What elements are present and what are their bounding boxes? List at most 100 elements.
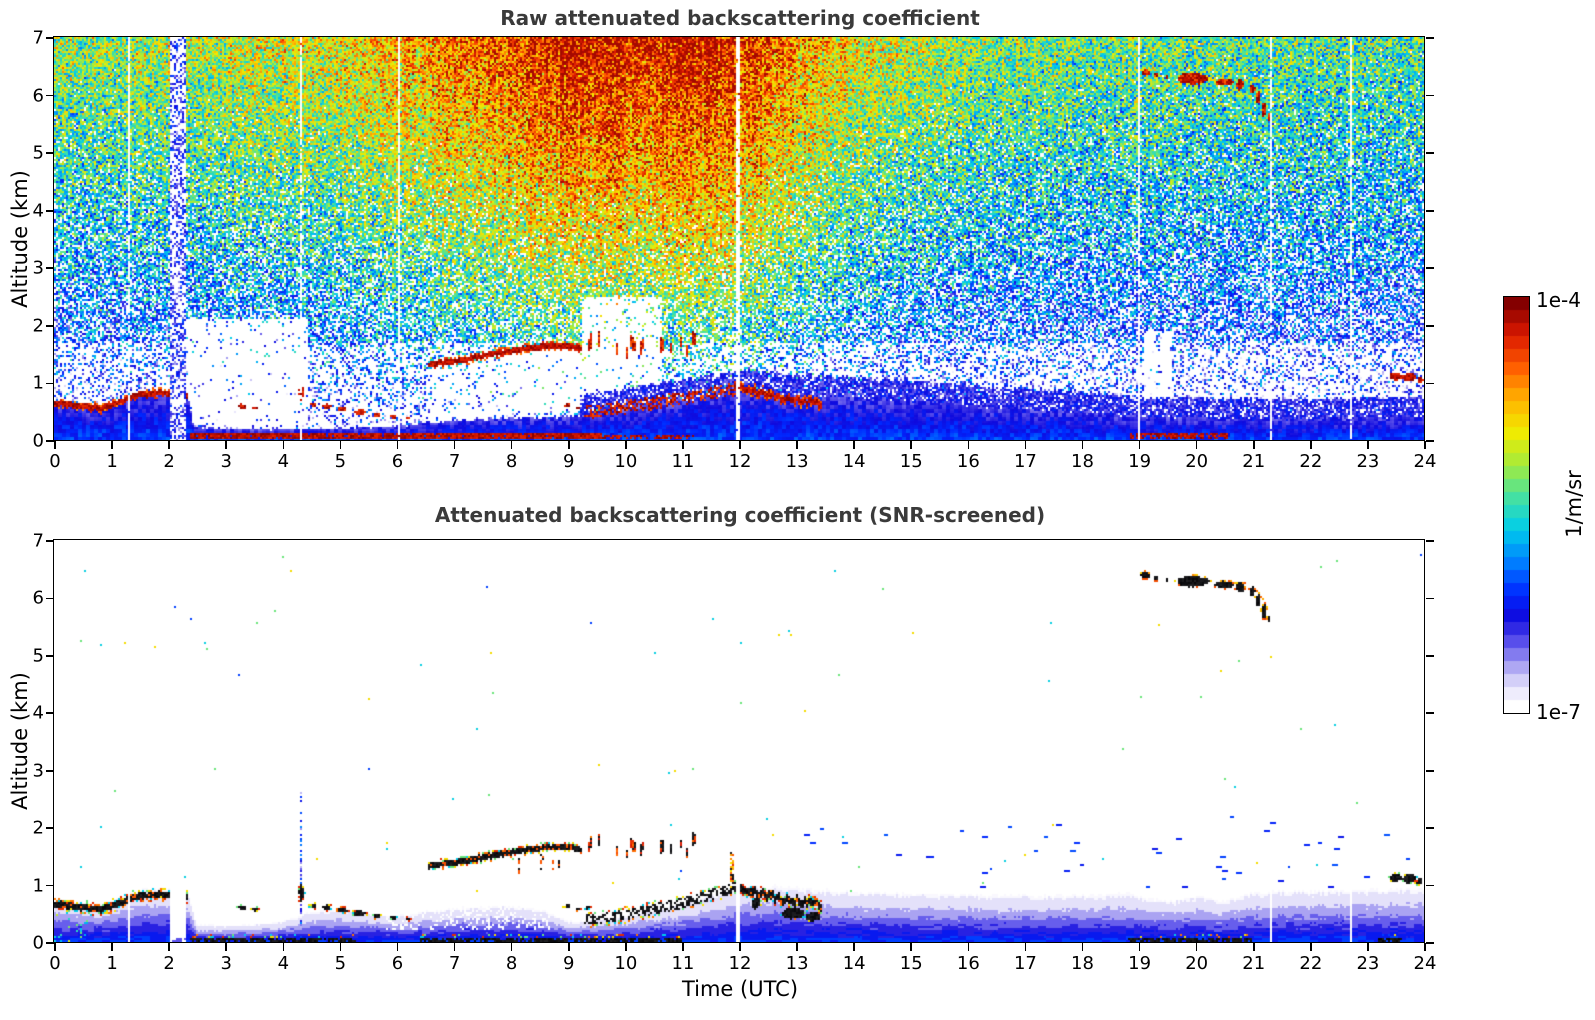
y-tick-label: 4 — [32, 200, 44, 222]
y-tick-label: 2 — [32, 315, 44, 337]
x-tick-label: 20 — [1185, 953, 1209, 974]
raw-panel-title: Raw attenuated backscattering coefficien… — [500, 6, 980, 30]
x-tick — [1424, 441, 1426, 449]
y-tick — [46, 440, 54, 442]
x-tick — [168, 943, 170, 951]
colorbar-unit-label: 1/m/sr — [1562, 470, 1586, 538]
x-tick-label: 10 — [614, 953, 638, 974]
x-tick-label: 0 — [49, 953, 61, 974]
y-tick-right — [1426, 37, 1434, 39]
x-tick-label: 23 — [1356, 953, 1380, 974]
x-tick-label: 22 — [1299, 953, 1323, 974]
x-tick-label: 18 — [1071, 451, 1094, 472]
y-tick-right — [1426, 152, 1434, 154]
x-tick-label: 17 — [1013, 953, 1037, 974]
x-tick — [1024, 441, 1027, 449]
x-tick — [682, 441, 684, 449]
y-tick-label: 1 — [32, 372, 44, 394]
x-tick-label: 8 — [505, 953, 518, 974]
y-tick-label: 3 — [32, 257, 44, 279]
x-tick-label: 0 — [49, 451, 61, 472]
x-tick — [1138, 441, 1141, 449]
x-tick-label: 19 — [1128, 451, 1152, 472]
raw-backscatter-heatmap-canvas — [54, 37, 1424, 440]
x-tick — [453, 441, 456, 449]
x-tick-label: 9 — [563, 953, 575, 974]
x-tick — [1252, 441, 1255, 449]
y-tick — [46, 267, 54, 270]
y-tick-right — [1426, 712, 1434, 715]
x-tick — [1424, 943, 1426, 951]
y-tick — [46, 37, 54, 39]
x-tick-label: 6 — [391, 451, 404, 472]
y-tick-right — [1426, 942, 1434, 944]
x-tick-label: 1 — [106, 451, 118, 472]
x-tick-label: 21 — [1242, 953, 1266, 974]
x-tick-label: 13 — [785, 953, 809, 974]
x-tick — [225, 943, 228, 951]
raw-panel-ylabel: Altitude (km) — [8, 170, 32, 308]
y-tick — [46, 827, 54, 829]
x-tick — [1195, 441, 1198, 449]
raw-panel-plot-area — [53, 36, 1425, 441]
x-tick — [111, 441, 113, 449]
y-tick-right — [1426, 540, 1434, 542]
x-tick-label: 4 — [277, 451, 290, 472]
x-tick-label: 18 — [1071, 953, 1094, 974]
y-tick-right — [1426, 209, 1434, 212]
x-tick — [1024, 943, 1027, 951]
x-tick-label: 3 — [220, 953, 232, 974]
x-tick-label: 15 — [899, 953, 923, 974]
x-tick-label: 6 — [391, 953, 404, 974]
x-tick — [1081, 441, 1084, 449]
y-tick-label: 3 — [32, 760, 44, 782]
y-tick — [46, 325, 54, 327]
x-tick-label: 23 — [1356, 451, 1380, 472]
x-tick-label: 16 — [956, 451, 980, 472]
screened-panel-plot-area — [53, 539, 1425, 943]
x-tick — [739, 943, 741, 951]
x-tick — [396, 943, 399, 951]
y-tick-right — [1426, 440, 1434, 442]
x-tick-label: 2 — [163, 953, 175, 974]
x-tick — [1195, 943, 1198, 951]
x-tick — [168, 441, 170, 449]
x-tick-label: 14 — [842, 953, 866, 974]
screened-panel-ylabel: Altitude (km) — [8, 672, 32, 810]
y-tick — [46, 209, 54, 212]
y-tick-label: 5 — [32, 142, 44, 164]
y-tick-right — [1426, 884, 1434, 887]
x-tick-label: 14 — [842, 451, 866, 472]
y-tick-right — [1426, 94, 1434, 97]
x-tick-label: 24 — [1413, 451, 1437, 472]
y-tick-label: 6 — [32, 587, 44, 609]
x-tick — [1310, 441, 1312, 449]
x-tick — [282, 943, 285, 951]
y-tick-label: 7 — [32, 530, 44, 552]
x-tick — [225, 441, 228, 449]
x-tick-label: 10 — [614, 451, 638, 472]
y-tick-label: 7 — [32, 27, 44, 49]
y-tick — [46, 942, 54, 944]
x-tick — [567, 943, 570, 951]
y-tick-right — [1426, 827, 1434, 829]
y-tick-right — [1426, 382, 1434, 385]
x-tick-label: 12 — [728, 451, 752, 472]
y-tick-label: 1 — [32, 875, 44, 897]
x-tick-label: 17 — [1013, 451, 1037, 472]
x-tick — [625, 943, 627, 951]
x-tick-label: 11 — [671, 953, 695, 974]
x-tick — [1310, 943, 1312, 951]
x-tick — [396, 441, 399, 449]
x-tick-label: 12 — [728, 953, 752, 974]
x-tick-label: 24 — [1413, 953, 1437, 974]
colorbar-max-label: 1e-4 — [1536, 288, 1581, 312]
y-tick — [46, 597, 54, 600]
x-tick-label: 15 — [899, 451, 923, 472]
x-tick — [510, 441, 513, 449]
x-tick — [910, 943, 913, 951]
x-tick — [853, 943, 855, 951]
x-tick-label: 13 — [785, 451, 809, 472]
y-tick — [46, 540, 54, 542]
